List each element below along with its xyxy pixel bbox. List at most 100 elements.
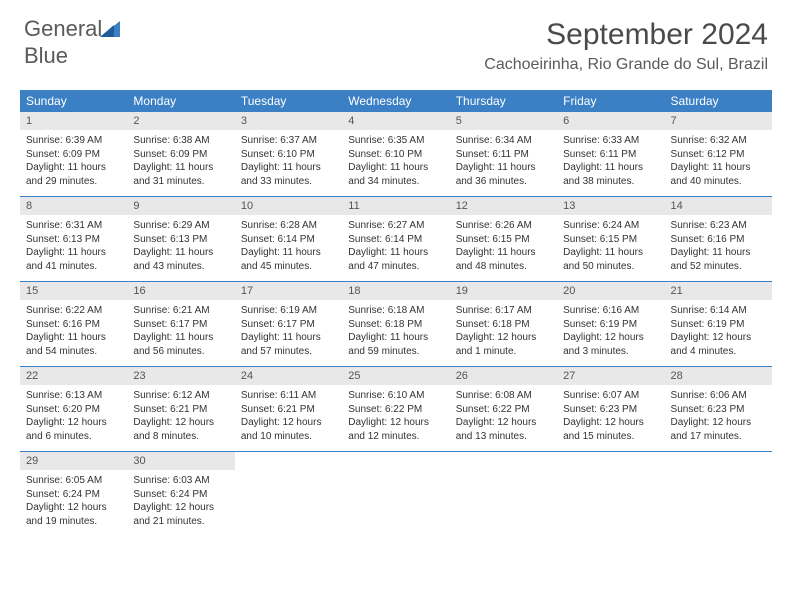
day-body: Sunrise: 6:31 AMSunset: 6:13 PMDaylight:… [20, 215, 127, 281]
sunset-line: Sunset: 6:24 PM [26, 488, 121, 502]
sunset-line: Sunset: 6:11 PM [456, 148, 551, 162]
sunset-line: Sunset: 6:09 PM [133, 148, 228, 162]
calendar-cell: 13Sunrise: 6:24 AMSunset: 6:15 PMDayligh… [557, 197, 664, 282]
day-body: Sunrise: 6:13 AMSunset: 6:20 PMDaylight:… [20, 385, 127, 451]
sunrise-line: Sunrise: 6:08 AM [456, 389, 551, 403]
sunset-line: Sunset: 6:22 PM [456, 403, 551, 417]
calendar-cell [665, 452, 772, 537]
sunrise-line: Sunrise: 6:07 AM [563, 389, 658, 403]
day-number: 23 [127, 367, 234, 385]
calendar-cell: 1Sunrise: 6:39 AMSunset: 6:09 PMDaylight… [20, 112, 127, 197]
sunrise-line: Sunrise: 6:11 AM [241, 389, 336, 403]
day-body: Sunrise: 6:32 AMSunset: 6:12 PMDaylight:… [665, 130, 772, 196]
sunset-line: Sunset: 6:19 PM [671, 318, 766, 332]
calendar-cell: 16Sunrise: 6:21 AMSunset: 6:17 PMDayligh… [127, 282, 234, 367]
day-number: 25 [342, 367, 449, 385]
daylight-line: Daylight: 12 hours and 4 minutes. [671, 331, 766, 358]
daylight-line: Daylight: 11 hours and 54 minutes. [26, 331, 121, 358]
day-number: 12 [450, 197, 557, 215]
day-number: 9 [127, 197, 234, 215]
brand-word1: General [24, 16, 102, 41]
day-number: 24 [235, 367, 342, 385]
day-number: 5 [450, 112, 557, 130]
day-number: 18 [342, 282, 449, 300]
sunrise-line: Sunrise: 6:21 AM [133, 304, 228, 318]
sunset-line: Sunset: 6:21 PM [241, 403, 336, 417]
day-number: 15 [20, 282, 127, 300]
daylight-line: Daylight: 12 hours and 17 minutes. [671, 416, 766, 443]
header: General Blue September 2024 Cachoeirinha… [0, 0, 792, 82]
day-number: 13 [557, 197, 664, 215]
calendar-cell: 5Sunrise: 6:34 AMSunset: 6:11 PMDaylight… [450, 112, 557, 197]
location: Cachoeirinha, Rio Grande do Sul, Brazil [484, 56, 768, 74]
daylight-line: Daylight: 11 hours and 43 minutes. [133, 246, 228, 273]
calendar-cell: 27Sunrise: 6:07 AMSunset: 6:23 PMDayligh… [557, 367, 664, 452]
calendar-cell: 21Sunrise: 6:14 AMSunset: 6:19 PMDayligh… [665, 282, 772, 367]
day-body: Sunrise: 6:22 AMSunset: 6:16 PMDaylight:… [20, 300, 127, 366]
sunset-line: Sunset: 6:20 PM [26, 403, 121, 417]
day-body: Sunrise: 6:10 AMSunset: 6:22 PMDaylight:… [342, 385, 449, 451]
calendar-row: 1Sunrise: 6:39 AMSunset: 6:09 PMDaylight… [20, 112, 772, 197]
day-number: 8 [20, 197, 127, 215]
day-number: 16 [127, 282, 234, 300]
daylight-line: Daylight: 12 hours and 6 minutes. [26, 416, 121, 443]
calendar-cell: 3Sunrise: 6:37 AMSunset: 6:10 PMDaylight… [235, 112, 342, 197]
sunrise-line: Sunrise: 6:24 AM [563, 219, 658, 233]
calendar-row: 22Sunrise: 6:13 AMSunset: 6:20 PMDayligh… [20, 367, 772, 452]
calendar-cell: 15Sunrise: 6:22 AMSunset: 6:16 PMDayligh… [20, 282, 127, 367]
calendar-cell: 22Sunrise: 6:13 AMSunset: 6:20 PMDayligh… [20, 367, 127, 452]
daylight-line: Daylight: 11 hours and 52 minutes. [671, 246, 766, 273]
sunrise-line: Sunrise: 6:26 AM [456, 219, 551, 233]
calendar-cell [342, 452, 449, 537]
sunrise-line: Sunrise: 6:38 AM [133, 134, 228, 148]
daylight-line: Daylight: 11 hours and 40 minutes. [671, 161, 766, 188]
sunset-line: Sunset: 6:14 PM [241, 233, 336, 247]
day-body: Sunrise: 6:26 AMSunset: 6:15 PMDaylight:… [450, 215, 557, 281]
sunset-line: Sunset: 6:12 PM [671, 148, 766, 162]
day-number: 2 [127, 112, 234, 130]
day-number: 20 [557, 282, 664, 300]
day-body: Sunrise: 6:03 AMSunset: 6:24 PMDaylight:… [127, 470, 234, 536]
calendar-cell: 19Sunrise: 6:17 AMSunset: 6:18 PMDayligh… [450, 282, 557, 367]
day-body: Sunrise: 6:34 AMSunset: 6:11 PMDaylight:… [450, 130, 557, 196]
calendar-cell [450, 452, 557, 537]
calendar-cell [235, 452, 342, 537]
calendar-cell: 2Sunrise: 6:38 AMSunset: 6:09 PMDaylight… [127, 112, 234, 197]
day-body: Sunrise: 6:14 AMSunset: 6:19 PMDaylight:… [665, 300, 772, 366]
daylight-line: Daylight: 11 hours and 34 minutes. [348, 161, 443, 188]
sunset-line: Sunset: 6:23 PM [671, 403, 766, 417]
sunrise-line: Sunrise: 6:32 AM [671, 134, 766, 148]
sunrise-line: Sunrise: 6:31 AM [26, 219, 121, 233]
daylight-line: Daylight: 12 hours and 21 minutes. [133, 501, 228, 528]
daylight-line: Daylight: 12 hours and 13 minutes. [456, 416, 551, 443]
sunset-line: Sunset: 6:19 PM [563, 318, 658, 332]
day-body: Sunrise: 6:38 AMSunset: 6:09 PMDaylight:… [127, 130, 234, 196]
day-number: 29 [20, 452, 127, 470]
daylight-line: Daylight: 11 hours and 47 minutes. [348, 246, 443, 273]
sunrise-line: Sunrise: 6:35 AM [348, 134, 443, 148]
sunset-line: Sunset: 6:16 PM [671, 233, 766, 247]
calendar-cell: 17Sunrise: 6:19 AMSunset: 6:17 PMDayligh… [235, 282, 342, 367]
day-number: 4 [342, 112, 449, 130]
weekday-header: Sunday [20, 90, 127, 112]
sunrise-line: Sunrise: 6:28 AM [241, 219, 336, 233]
calendar-cell: 4Sunrise: 6:35 AMSunset: 6:10 PMDaylight… [342, 112, 449, 197]
calendar-cell: 26Sunrise: 6:08 AMSunset: 6:22 PMDayligh… [450, 367, 557, 452]
sunset-line: Sunset: 6:18 PM [456, 318, 551, 332]
daylight-line: Daylight: 11 hours and 36 minutes. [456, 161, 551, 188]
brand-logo: General Blue [24, 18, 122, 68]
sunrise-line: Sunrise: 6:10 AM [348, 389, 443, 403]
day-body: Sunrise: 6:28 AMSunset: 6:14 PMDaylight:… [235, 215, 342, 281]
daylight-line: Daylight: 12 hours and 10 minutes. [241, 416, 336, 443]
day-body: Sunrise: 6:08 AMSunset: 6:22 PMDaylight:… [450, 385, 557, 451]
calendar-cell: 30Sunrise: 6:03 AMSunset: 6:24 PMDayligh… [127, 452, 234, 537]
sunset-line: Sunset: 6:09 PM [26, 148, 121, 162]
day-body: Sunrise: 6:18 AMSunset: 6:18 PMDaylight:… [342, 300, 449, 366]
sunrise-line: Sunrise: 6:03 AM [133, 474, 228, 488]
daylight-line: Daylight: 11 hours and 45 minutes. [241, 246, 336, 273]
calendar-cell: 28Sunrise: 6:06 AMSunset: 6:23 PMDayligh… [665, 367, 772, 452]
sunrise-line: Sunrise: 6:14 AM [671, 304, 766, 318]
sunrise-line: Sunrise: 6:39 AM [26, 134, 121, 148]
day-number: 21 [665, 282, 772, 300]
daylight-line: Daylight: 12 hours and 8 minutes. [133, 416, 228, 443]
